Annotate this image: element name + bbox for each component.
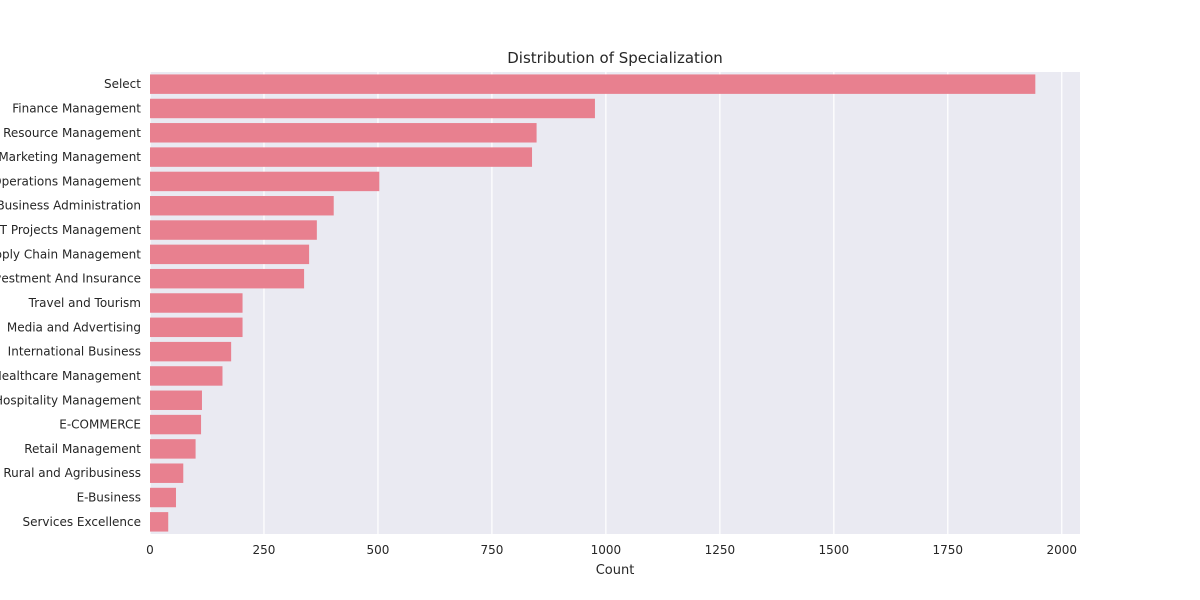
y-tick-label: Healthcare Management [0,369,141,383]
bar [150,196,334,216]
bar [150,244,310,265]
bar [150,463,184,483]
bar [150,220,317,240]
y-tick-label: IT Projects Management [0,223,141,237]
y-tick-label: Banking, Investment And Insurance [0,272,141,286]
bar [150,341,232,362]
y-tick-label: Services Excellence [22,515,141,529]
y-tick-label: Select [104,77,141,91]
y-tick-label: International Business [8,345,141,359]
x-tick-label: 500 [366,543,389,557]
plot-area: 0 250 500 750 1000 1250 1500 1750 2000 Select Fina… [0,72,1080,557]
x-tick-label: 2000 [1046,543,1077,557]
y-tick-label: Media and Advertising [7,320,141,334]
x-tick-label: 1250 [705,543,736,557]
bar [150,439,196,459]
y-tick-label: Human Resource Management [0,126,141,140]
bar [150,98,595,119]
x-tick-label: 1000 [591,543,622,557]
y-tick-label: E-COMMERCE [59,418,141,432]
y-tick-label: Operations Management [0,174,141,188]
x-axis-title: Count [596,563,635,578]
y-tick-label: E-Business [77,491,141,505]
bar [150,171,380,192]
bar [150,268,305,289]
y-tick-label: Hospitality Management [0,393,141,407]
x-tick-label: 0 [146,543,154,557]
bar [150,390,202,410]
y-tick-label: Retail Management [24,442,141,456]
bar [150,317,243,338]
x-tick-label: 1750 [933,543,964,557]
chart-title: Distribution of Specialization [507,49,723,67]
bar [150,366,223,386]
y-tick-label: Marketing Management [0,150,141,164]
bar [150,414,202,435]
x-tick-label: 750 [480,543,503,557]
bar [150,147,533,167]
bar [150,512,169,532]
bar [150,487,176,508]
y-tick-label: Rural and Agribusiness [3,466,141,480]
bar [150,123,537,143]
bar [150,74,1036,94]
y-tick-label: Business Administration [0,199,141,213]
bar [150,293,243,313]
y-tick-label: Supply Chain Management [0,247,141,261]
y-tick-label: Finance Management [12,101,141,115]
x-tick-label: 1500 [819,543,850,557]
x-tick-label: 250 [253,543,276,557]
y-tick-label: Travel and Tourism [28,296,141,310]
